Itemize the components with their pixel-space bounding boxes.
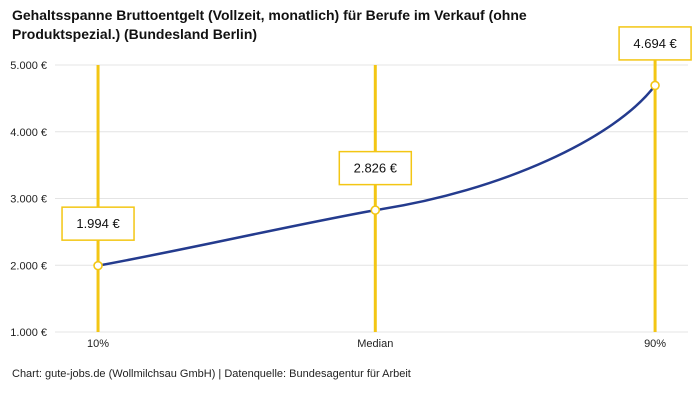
point-marker <box>650 80 660 91</box>
y-tick-label: 1.000 € <box>10 327 47 339</box>
y-tick-label: 3.000 € <box>10 194 47 206</box>
value-label: 1.994 € <box>76 216 120 231</box>
point-marker <box>370 205 381 215</box>
y-tick-label: 5.000 € <box>10 60 47 72</box>
chart-title: Gehaltsspanne Bruttoentgelt (Vollzeit, m… <box>12 7 527 43</box>
y-tick-label: 4.000 € <box>10 127 47 139</box>
value-label: 4.694 € <box>633 36 677 51</box>
chart-footer-credit: Chart: gute-jobs.de (Wollmilchsau GmbH) … <box>12 368 411 380</box>
x-tick-label: Median <box>357 338 393 350</box>
x-tick-label: 10% <box>87 338 109 350</box>
value-label-box <box>618 26 692 61</box>
y-tick-label: 2.000 € <box>10 260 47 272</box>
point-marker <box>93 260 103 271</box>
value-label-box <box>61 206 135 241</box>
value-label-box <box>338 150 413 186</box>
value-label: 2.826 € <box>354 161 398 176</box>
x-tick-label: 90% <box>644 338 666 350</box>
